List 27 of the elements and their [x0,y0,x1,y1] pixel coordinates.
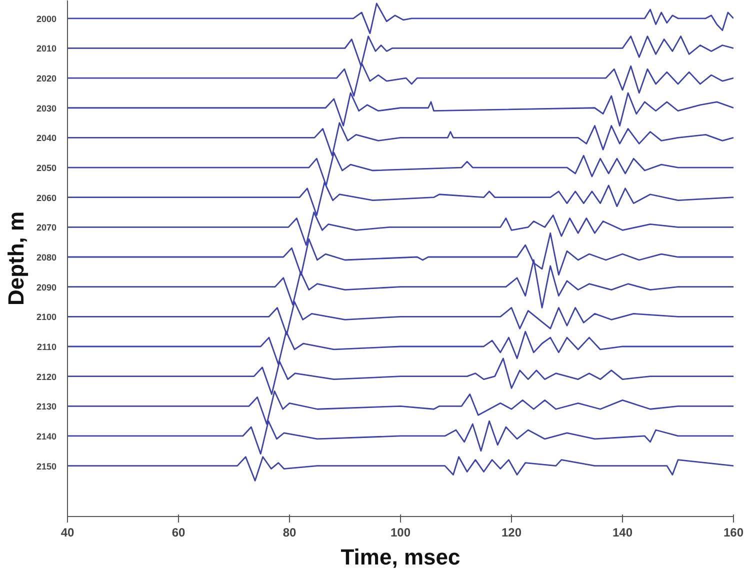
y-tick-label: 2100 [36,312,57,322]
y-tick-label: 2000 [36,14,57,24]
y-axis-title: Depth, m [3,211,28,306]
y-tick-label: 2040 [36,133,57,144]
y-tick-label: 2060 [36,192,57,203]
line-series [68,456,734,482]
y-tick-label: 2110 [36,342,57,352]
y-tick-label: 2070 [36,222,57,233]
line-series [68,2,734,34]
y-tick-label: 2140 [36,431,57,442]
y-tick-label: 2020 [36,74,57,84]
x-tick-label: 40 [60,526,74,540]
y-tick-label: 2050 [36,163,57,174]
x-tick-label: 100 [390,526,411,540]
y-tick-label: 2010 [36,44,57,54]
x-tick-label: 60 [172,526,186,540]
y-tick-label: 2090 [36,282,57,292]
y-tick-label: 2130 [36,402,57,412]
x-tick-label: 80 [282,526,296,540]
y-tick-label: 2150 [36,461,57,472]
x-tick-label: 140 [612,526,633,540]
y-tick-label: 2030 [36,103,57,114]
x-tick-label: 160 [723,526,744,540]
y-tick-label: 2080 [36,252,57,263]
y-tick-label: 2120 [36,372,57,382]
x-axis-title: Time, msec [340,544,460,570]
x-tick-label: 120 [501,526,522,540]
